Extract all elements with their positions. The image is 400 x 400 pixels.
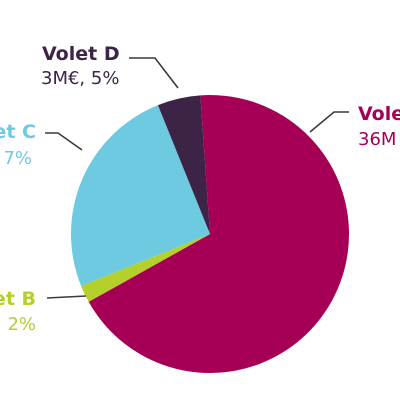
legend-label-volet-d: Volet D [42,43,120,65]
leader-line-volet-c [45,132,83,151]
legend-value-volet-a: 36M [358,129,396,150]
legend-label-volet-c: Volet C [0,121,36,143]
legend-value-volet-c: 7% [3,148,32,169]
legend-label-volet-b: Volet B [0,288,36,310]
pie-slice-volet-c [70,105,210,287]
pie-slice-volet-b [81,234,211,302]
legend-label-volet-a: Volet A [358,103,400,125]
legend-value-volet-b: 2% [7,314,36,335]
pie-slices [70,95,349,374]
leader-line-volet-a [309,111,349,133]
leader-line-volet-b [46,295,87,299]
pie-slice-volet-d [157,95,210,234]
pie-slice-volet-a [88,95,349,374]
leader-line-volet-d [129,57,179,89]
legend-value-volet-d: 3M€, 5% [41,68,119,89]
